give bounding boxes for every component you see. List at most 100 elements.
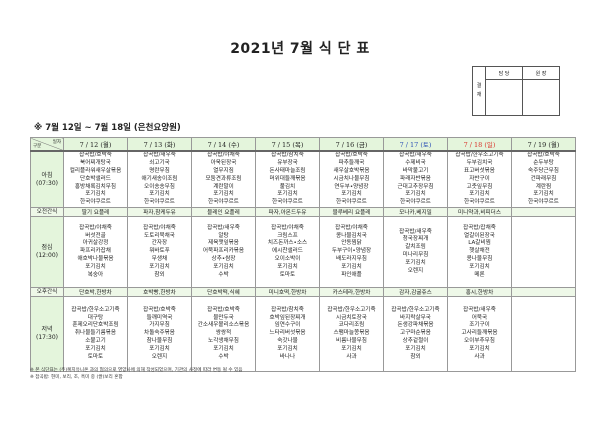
menu-item: 느타리버섯볶음: [269, 330, 306, 337]
day-header: 7 / 18 (일): [447, 137, 512, 152]
menu-item: 포기김치: [149, 191, 170, 198]
menu-item: LA갈비찜: [468, 240, 491, 247]
menu-item: 오렌지: [407, 268, 424, 275]
snack-cell: 호박빵,한방차: [127, 287, 192, 298]
menu-item: 어묵국: [471, 314, 488, 321]
menu-item: 잡곡밥/새우죽: [463, 306, 496, 313]
menu-item: 새우살호박볶음: [333, 167, 370, 174]
menu-item: 유부장국: [277, 159, 298, 166]
snack-cell: 파자,아몬드두유: [255, 207, 320, 218]
menu-item: 포기김치: [469, 264, 490, 271]
menu-item: 홍방채록김치무침: [74, 183, 117, 190]
snack-row: 오후간식 단호박,한방차 호박빵,한방차 단호박떡,식혜 미니호떡,한방차 카스테라,한방…: [30, 287, 576, 298]
menu-item: 근대고추장무침: [397, 183, 434, 190]
menu-item: 포기김치: [469, 346, 490, 353]
header-row: 일자 구분 7 / 12 (월) 7 / 13 (화) 7 / 14 (수) 7 / 15…: [30, 137, 576, 152]
day-header: 7 / 16 (금): [319, 137, 384, 152]
menu-item: 한국야쿠르트: [144, 199, 175, 206]
approval-col-staff: 담 당: [485, 65, 523, 81]
snack-cell: [511, 207, 576, 218]
menu-item: 풀김치: [279, 183, 296, 190]
menu-item: 토마토: [87, 353, 104, 360]
menu-item: 복숭아: [87, 271, 104, 278]
menu-item: 미나리무침: [402, 252, 429, 259]
menu-item: 잡곡밥/호박죽: [79, 152, 112, 158]
menu-item: 순두부탕: [533, 159, 554, 166]
meal-row: 저녁 (17:30) 잡곡밥/한우소고기죽 대구탕 훈제오리단호박조림 취나물들기름볶음…: [30, 296, 576, 373]
snack-cell: 모나카,베지밀: [383, 207, 448, 218]
meal-row: 아침 (07:30) 잡곡밥/호박죽 북어찌개탕국 컬리플라워새우살볶음 단호박샐러드 홍…: [30, 150, 576, 209]
meal-cell: 잡곡밥/새우죽 쇠고기국 명란무침 애기새송이조림 오이송송무침 포기김치 한국야쿠르트: [127, 150, 192, 209]
menu-item: 포기김치: [85, 346, 106, 353]
corner-date-label: 일자: [52, 140, 61, 145]
menu-item: 돈생강파채볶음: [397, 322, 434, 329]
menu-item: 도토리묵채국: [144, 232, 175, 239]
approval-col-director: 원 장: [522, 65, 560, 81]
menu-item: 명란무침: [149, 167, 170, 174]
menu-item: 수박: [218, 271, 229, 278]
meal-cell: 잡곡밥/호박죽 북어찌개탕국 컬리플라워새우살볶음 단호박샐러드 홍방채록김치무침 포기김…: [63, 150, 128, 209]
meal-cell: 잡곡밥/호박죽 들깨미역국 가지무침 차돌숙주볶음 참나물무침 포기김치 오렌지: [127, 296, 192, 373]
menu-item: 토마토: [279, 271, 296, 278]
meal-cell: 잡곡밥/새우죽 청국장찌개 갈치조림 미나리무침 포기김치 오렌지: [383, 216, 448, 289]
menu-item: 에시찬샐러드: [272, 248, 303, 255]
menu-item: 잡곡밥/야채죽: [207, 152, 240, 158]
menu-item: 들깨미역국: [146, 314, 173, 321]
snack-cell: 딸기 요플레: [63, 207, 128, 218]
approval-box: 결 재 담 당 원 장: [472, 65, 560, 116]
menu-item: 노각생채무침: [208, 338, 239, 345]
menu-item: 잡곡밥/새우죽: [207, 224, 240, 231]
menu-item: 포기김치: [85, 191, 106, 198]
menu-item: 컬리플라워새우살볶음: [69, 167, 122, 174]
menu-item: 북어찌개탕국: [80, 159, 111, 166]
menu-item: 상추•쌈장: [211, 256, 236, 263]
menu-item: 건파래무침: [530, 175, 557, 182]
menu-item: 오이송송무침: [144, 183, 175, 190]
approval-sign-director[interactable]: [522, 79, 560, 116]
menu-item: 애기새송이조림: [141, 175, 178, 182]
menu-item: 메론: [474, 271, 485, 278]
meal-cell: 잡곡밥/야채죽 크림스프 치즈돈까스•소스 에시찬샐러드 오이소박이 포기김치 토마토: [255, 216, 320, 289]
snack-cell: 블레인 요플레: [191, 207, 256, 218]
day-header: 7 / 12 (월): [63, 137, 128, 152]
menu-item: 두부김치국: [466, 159, 493, 166]
menu-item: 참외: [410, 353, 421, 360]
menu-item: 오이부추무침: [464, 338, 495, 345]
menu-item: 포기김치: [213, 191, 234, 198]
menu-item: 수제비국: [405, 159, 426, 166]
corner-header: 일자 구분: [30, 137, 64, 152]
menu-item: 한국야쿠르트: [336, 199, 367, 206]
day-header: 7 / 19 (월): [511, 137, 576, 152]
menu-item: 잡곡밥/새우죽: [143, 152, 176, 158]
menu-item: 잡곡밥/야채죽: [335, 224, 368, 231]
meal-cell: [511, 216, 576, 289]
row-label: 오전간식: [30, 207, 64, 218]
menu-item: 잡곡밥/호박죽: [143, 306, 176, 313]
snack-cell: 감자,감귤쥬스: [383, 287, 448, 298]
menu-item: 고구마순볶음: [400, 330, 431, 337]
menu-item: 포기김치: [149, 346, 170, 353]
menu-item: 파추들깨국: [338, 159, 365, 166]
menu-item: 표고버섯볶음: [464, 167, 495, 174]
menu-item: 계란찜: [535, 183, 552, 190]
menu-item: 연두부•양념장: [334, 183, 369, 190]
menu-item: 치즈돈까스•소스: [267, 240, 308, 247]
menu-item: 잡곡밥/호박죽: [207, 306, 240, 313]
menu-item: 포기김치: [213, 346, 234, 353]
approval-sign-staff[interactable]: [485, 79, 523, 116]
menu-item: 포기김치: [341, 346, 362, 353]
meal-cell: 잡곡밥/야채죽 콩나물김치국 안동찜닭 두부구이•양념장 배도라지무침 포기김치 파인애플: [319, 216, 384, 289]
meal-cell: 잡곡밥/잡채죽 열갈이된장국 LA갈비찜 햇살채전 콩나물무침 포기김치 메론: [447, 216, 512, 289]
menu-item: 한국야쿠르트: [80, 199, 111, 206]
meal-cell: 잡곡밥/호박죽 파추들깨국 새우살호박볶음 시금치나물무침 연두부•양념장 포기김치 한국야…: [319, 150, 384, 209]
meal-cell: 잡곡밥/한우소고기죽 두부김치국 표고버섯볶음 자반구이 고춧잎무침 포기김치 한국야쿠르트: [447, 150, 512, 209]
menu-item: 간자장: [151, 240, 168, 247]
menu-item: 바지락살무국: [400, 314, 431, 321]
snack-cell: 단호박,한방차: [63, 287, 128, 298]
menu-item: 시금치토장국: [336, 314, 367, 321]
menu-item: 잡곡밥/참치죽: [271, 306, 304, 313]
menu-item: 포기김치: [405, 191, 426, 198]
day-header: 7 / 17 (토): [383, 137, 448, 152]
meal-cell: 잡곡밥/새우죽 어묵국 조기구이 고사리들깨볶음 오이부추무침 포기김치 사과: [447, 296, 512, 373]
menu-item: 포기김치: [469, 191, 490, 198]
